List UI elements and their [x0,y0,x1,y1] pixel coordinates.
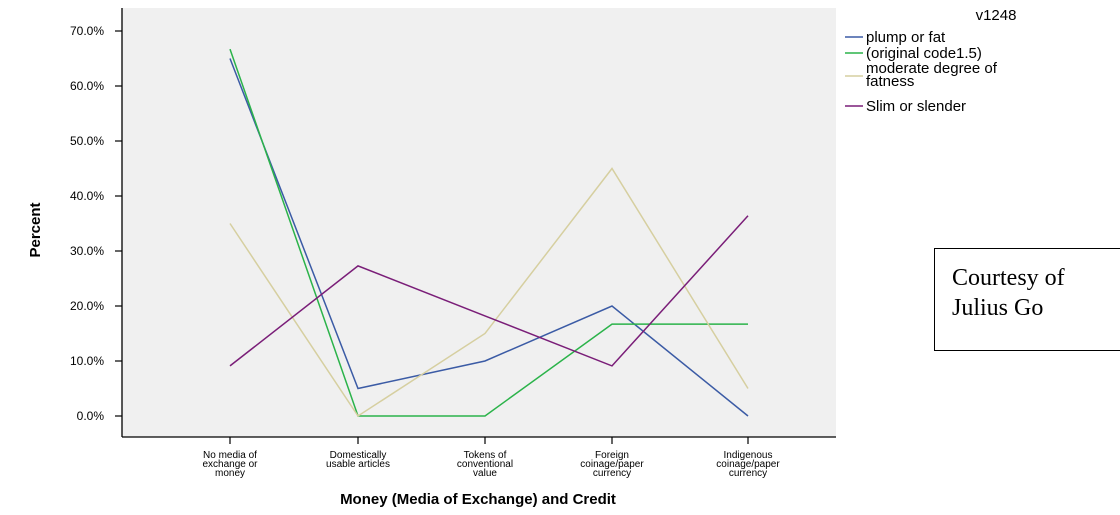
series-lines [229,48,749,418]
x-tick-label-line: coinage/paper [580,459,644,470]
x-tick-label-line: exchange or [202,459,258,470]
courtesy-annotation-text: Courtesy of Julius Go [952,263,1120,323]
x-tick-label-line: Tokens of [464,450,507,461]
y-tick-label: 70.0% [70,24,104,38]
series-line [229,48,748,417]
x-tick-label-line: coinage/paper [716,459,780,470]
x-axis: No media of exchange or money Domestically u… [122,436,836,479]
plot-area [122,8,836,437]
x-tick-label: No media of exchange or money [202,450,258,479]
x-tick-label-line: Domestically [330,450,387,461]
legend-label-line: moderate degree of [866,60,998,77]
y-axis: 0.0% 10.0% 20.0% 30.0% 40.0% 50.0% 60.0% 70.0% [70,8,123,437]
x-tick-label: Tokens of conventional value [457,450,513,479]
y-tick-label: 40.0% [70,189,104,203]
y-tick-label: 10.0% [70,354,104,368]
y-tick-label: 60.0% [70,79,104,93]
courtesy-line-2: Julius Go [952,295,1044,321]
series-line [229,167,749,418]
legend-label: Slim or slender [866,98,966,115]
legend-label: moderate degree of fatness [866,60,998,90]
y-tick-label: 0.0% [77,409,105,423]
legend-label-line: fatness [866,73,914,90]
courtesy-annotation-box: Courtesy of Julius Go [934,248,1120,351]
y-tick-label: 20.0% [70,299,104,313]
x-tick-label-line: money [215,468,245,479]
legend-label: (original code1.5) [866,45,982,62]
x-tick-label-line: usable articles [326,459,390,470]
x-tick-label-line: conventional [457,459,513,470]
x-axis-title: Money (Media of Exchange) and Credit [340,491,616,508]
x-tick-label-line: value [473,468,497,479]
x-tick-label-line: Indigenous [724,450,773,461]
series-line [229,215,749,367]
y-tick-label: 50.0% [70,134,104,148]
x-tick-label: Indigenous coinage/paper currency [716,450,780,479]
x-tick-label-line: Foreign [595,450,629,461]
legend: v1248 plump or fat(original code1.5)mode… [845,7,1016,115]
legend-title: v1248 [976,7,1017,24]
x-tick-label-line: currency [593,468,631,479]
courtesy-line-1: Courtesy of [952,265,1065,291]
legend-label: plump or fat [866,29,946,46]
x-tick-label-line: currency [729,468,767,479]
x-tick-label: Domestically usable articles [326,450,390,470]
y-axis-title: Percent [27,202,44,257]
x-tick-label-line: No media of [203,450,257,461]
y-tick-label: 30.0% [70,244,104,258]
x-tick-label: Foreign coinage/paper currency [580,450,644,479]
series-line [229,58,749,417]
